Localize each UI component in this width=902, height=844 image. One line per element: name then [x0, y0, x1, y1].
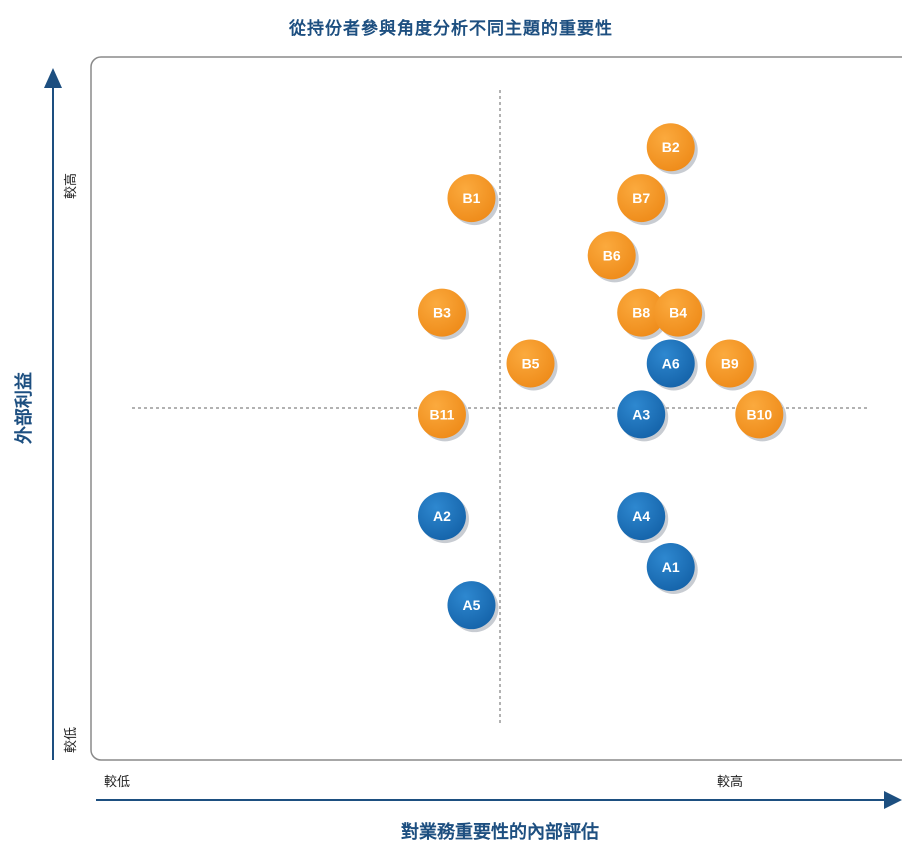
bubble-marker: [417, 390, 466, 439]
bubble-marker: [447, 581, 496, 630]
bubble-label: B2: [662, 139, 680, 155]
bubble-b6: B6: [587, 231, 639, 283]
bubble-marker: [447, 174, 496, 223]
bubble-layer: B2 B1 B7 B6 B3 B8 B4 B5 A6 B9 B11 A3 B10 A2 A4 A1 A5: [417, 123, 787, 633]
bubble-label: B11: [429, 406, 454, 422]
bubble-a6: A6: [646, 339, 698, 391]
bubble-b11: B11: [417, 390, 469, 442]
bubble-label: B6: [603, 247, 621, 263]
bubble-label: B7: [632, 190, 650, 206]
bubble-marker: [417, 288, 466, 337]
bubble-b9: B9: [705, 339, 757, 391]
bubble-label: B5: [522, 355, 540, 371]
bubble-label: A2: [433, 508, 451, 524]
bubble-label: A5: [463, 597, 481, 613]
bubble-label: A4: [632, 508, 650, 524]
bubble-a4: A4: [617, 492, 669, 544]
bubble-marker: [417, 492, 466, 541]
bubble-marker: [617, 492, 666, 541]
bubble-marker: [617, 174, 666, 223]
bubble-marker: [617, 390, 666, 439]
bubble-b2: B2: [646, 123, 698, 175]
bubble-marker: [646, 339, 695, 388]
y-axis-title: 外部利益: [13, 372, 35, 444]
bubble-marker: [506, 339, 555, 388]
bubble-marker: [646, 123, 695, 172]
bubble-b4: B4: [654, 288, 706, 340]
bubble-a1: A1: [646, 543, 698, 594]
bubble-label: B4: [669, 305, 687, 321]
bubble-marker: [617, 288, 666, 337]
bubble-marker: [705, 339, 754, 388]
bubble-marker: [587, 231, 636, 280]
bubble-label: A6: [662, 355, 680, 371]
bubble-marker: [646, 543, 695, 591]
chart-title: 從持份者參與角度分析不同主題的重要性: [289, 19, 613, 39]
y-high-label: 較高: [63, 173, 79, 199]
bubble-label: B8: [632, 305, 650, 321]
bubble-marker: [735, 390, 784, 439]
bubble-b1: B1: [447, 174, 499, 226]
bubble-b5: B5: [506, 339, 558, 391]
bubble-label: B9: [721, 355, 739, 371]
bubble-b7: B7: [617, 174, 669, 226]
plot-frame: [90, 56, 902, 761]
bubble-a3: A3: [617, 390, 669, 442]
bubble-a5: A5: [447, 581, 499, 633]
bubble-label: A3: [632, 406, 650, 422]
x-axis-arrowhead: [884, 791, 902, 809]
bubble-label: B1: [463, 190, 481, 206]
x-axis-title: 對業務重要性的內部評估: [401, 821, 599, 843]
bubble-b3: B3: [417, 288, 469, 340]
bubble-label: B10: [746, 406, 772, 422]
bubble-b10: B10: [735, 390, 787, 442]
x-low-label: 較低: [104, 775, 130, 790]
y-low-label: 較低: [64, 727, 79, 753]
bubble-label: B3: [433, 305, 451, 321]
y-axis-arrowhead: [44, 68, 62, 88]
x-high-label: 較高: [717, 774, 743, 790]
bubble-marker: [654, 288, 703, 337]
bubble-label: A1: [662, 559, 680, 575]
bubble-a2: A2: [417, 492, 469, 544]
